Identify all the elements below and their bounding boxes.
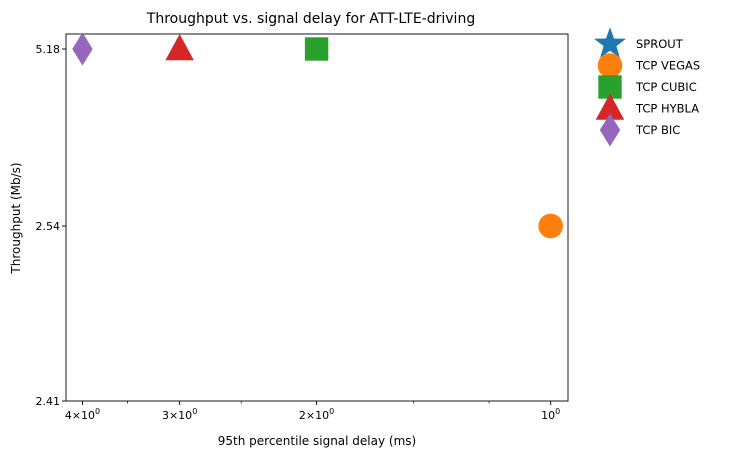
legend-marker-tcp-bic <box>599 113 621 147</box>
legend-label-tcp-bic: TCP BIC <box>635 123 680 137</box>
legend-marker-tcp-hybla <box>595 93 625 120</box>
plot-area <box>65 33 569 402</box>
legend-marker-tcp-vegas <box>597 53 623 78</box>
y-axis-label: Throughput (Mb/s) <box>9 162 23 274</box>
legend-label-tcp-vegas: TCP VEGAS <box>635 59 700 73</box>
legend-label-sprout: SPROUT <box>636 37 684 51</box>
legend-label-tcp-hybla: TCP HYBLA <box>635 102 699 116</box>
point-tcp-bic <box>72 32 93 66</box>
x-tick-label: 4×100 <box>65 407 100 422</box>
legend-label-tcp-cubic: TCP CUBIC <box>635 80 697 94</box>
point-tcp-vegas <box>538 213 563 239</box>
chart-title: Throughput vs. signal delay for ATT-LTE-… <box>146 11 475 27</box>
legend-marker-tcp-cubic <box>598 75 622 99</box>
x-tick-label: 3×100 <box>162 407 197 422</box>
legend: SPROUT TCP VEGAS TCP CUBIC TCP HYBLA TCP BIC <box>594 27 700 147</box>
x-axis-label: 95th percentile signal delay (ms) <box>218 434 416 448</box>
y-axis: 5.18 2.54 2.41 <box>36 43 66 408</box>
x-tick-label: 2×100 <box>299 407 334 422</box>
y-tick-label: 2.54 <box>36 220 61 233</box>
point-tcp-hybla <box>165 34 194 61</box>
y-tick-label: 2.41 <box>36 395 61 408</box>
data-points <box>72 32 563 239</box>
x-axis: 4×100 3×100 2×100 100 <box>65 401 560 422</box>
x-tick-label: 100 <box>541 407 560 422</box>
y-tick-label: 5.18 <box>36 43 61 56</box>
legend-marker-sprout <box>594 27 626 58</box>
point-tcp-cubic <box>304 37 329 61</box>
